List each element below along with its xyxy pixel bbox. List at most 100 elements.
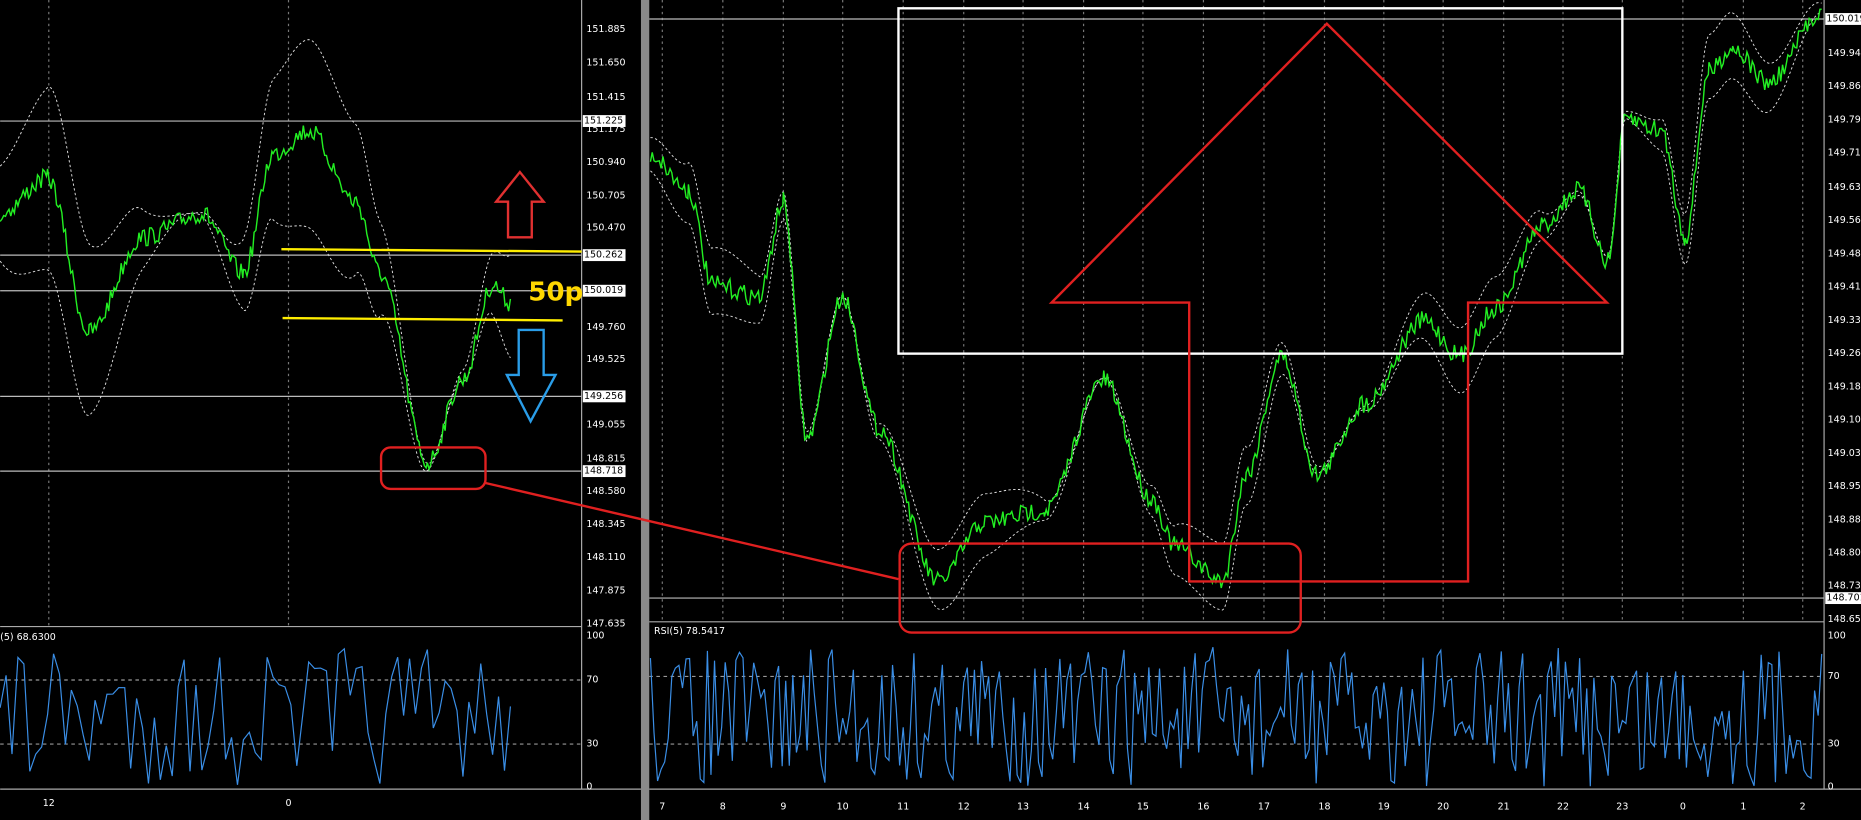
annotations: 50p: [281, 7, 1624, 634]
rsi-label: 70: [586, 674, 598, 685]
price-label: 149.335: [1828, 315, 1861, 326]
time-label: 10: [837, 801, 849, 812]
price-label: 149.635: [1828, 182, 1861, 193]
up-arrow: [493, 170, 547, 239]
price-label: 148.110: [586, 552, 625, 563]
rsi-label: 0: [1828, 781, 1834, 792]
highlight-box: [379, 446, 487, 491]
price-label: 149.485: [1828, 248, 1861, 259]
time-label: 14: [1078, 801, 1090, 812]
price-label: 148.345: [586, 519, 625, 530]
rsi-line: [0, 647, 512, 785]
time-label: 21: [1498, 801, 1510, 812]
bollinger-band: [0, 212, 511, 472]
yellow-line: [281, 248, 582, 253]
price-label: 151.415: [586, 92, 625, 103]
price-label: 149.055: [586, 419, 625, 430]
price-label: 148.815: [586, 454, 625, 465]
time-label: 22: [1557, 801, 1569, 812]
price-label: 148.580: [586, 486, 625, 497]
time-label: 23: [1616, 801, 1628, 812]
level-label: 150.262: [584, 250, 623, 261]
target-box: [897, 7, 1624, 355]
time-label: 16: [1197, 801, 1209, 812]
time-label: 11: [897, 801, 909, 812]
level-box: [1825, 13, 1861, 25]
highlight-box: [898, 542, 1302, 634]
price-label: 148.655: [1828, 614, 1861, 625]
price-label: 150.705: [586, 190, 625, 201]
price-line: [649, 8, 1822, 589]
time-label: 18: [1318, 801, 1330, 812]
yellow-line: [282, 316, 563, 322]
time-label: 9: [780, 801, 786, 812]
price-label: 151.175: [586, 124, 625, 135]
rsi-label: 0: [586, 781, 592, 792]
price-label: 147.635: [586, 619, 625, 630]
time-label: 17: [1258, 801, 1270, 812]
level-label: 148.718: [584, 466, 623, 477]
level-label: 148.701: [1826, 593, 1861, 604]
price-label: 148.880: [1828, 514, 1861, 525]
price-label: 147.875: [586, 585, 625, 596]
rsi-label: 30: [1828, 739, 1840, 750]
price-label: 149.030: [1828, 448, 1861, 459]
time-label: 13: [1017, 801, 1029, 812]
price-label: 149.525: [586, 354, 625, 365]
price-label: 149.560: [1828, 215, 1861, 226]
price-label: 149.760: [586, 322, 625, 333]
time-label: 8: [720, 801, 726, 812]
rsi-title: (5) 68.6300: [0, 632, 56, 643]
rsi-title: RSI(5) 78.5417: [654, 626, 725, 637]
time-label: 15: [1137, 801, 1149, 812]
price-label: 149.260: [1828, 348, 1861, 359]
level-label: 151.225: [584, 116, 623, 127]
price-label: 149.790: [1828, 114, 1861, 125]
time-label: 0: [285, 798, 291, 809]
connector: [485, 481, 899, 581]
bollinger-band: [650, 11, 1822, 611]
level-label: 150.019: [584, 285, 623, 296]
splitter: [640, 0, 650, 820]
price-label: 149.410: [1828, 282, 1861, 293]
level-box: [582, 115, 626, 127]
level-box: [582, 284, 626, 297]
price-label: 149.715: [1828, 148, 1861, 159]
time-label: 19: [1378, 801, 1390, 812]
time-label: 20: [1437, 801, 1449, 812]
rsi-label: 70: [1828, 671, 1840, 682]
down-arrow: [504, 328, 558, 424]
price-label: 149.865: [1828, 81, 1861, 92]
price-label: 149.105: [1828, 415, 1861, 426]
big-arrow: [1048, 22, 1610, 583]
time-label: 7: [659, 801, 665, 812]
time-label: 1: [1740, 801, 1746, 812]
time-label: 12: [43, 798, 55, 809]
price-label: 151.650: [586, 57, 625, 68]
price-label: 151.885: [586, 24, 625, 35]
level-box: [582, 390, 626, 403]
time-label: 2: [1800, 801, 1806, 812]
annotation: 50p: [528, 278, 583, 308]
rsi-label: 100: [1828, 631, 1846, 642]
level-label: 149.256: [584, 391, 623, 402]
level-box: [1825, 592, 1861, 605]
price-label: 149.185: [1828, 381, 1861, 392]
rsi-label: 100: [586, 631, 604, 642]
rsi-label: 30: [586, 739, 598, 750]
price-label: 150.940: [586, 157, 625, 168]
price-label: 148.805: [1828, 547, 1861, 558]
price-label: 150.470: [586, 222, 625, 233]
price-line: [0, 125, 512, 472]
level-label: 150.019: [1826, 13, 1861, 24]
price-label: 149.940: [1828, 48, 1861, 59]
level-box: [582, 249, 626, 262]
level-box: [582, 465, 626, 478]
time-label: 12: [958, 801, 970, 812]
price-label: 148.730: [1828, 581, 1861, 592]
rsi-line: [649, 647, 1823, 787]
time-label: 0: [1680, 801, 1686, 812]
